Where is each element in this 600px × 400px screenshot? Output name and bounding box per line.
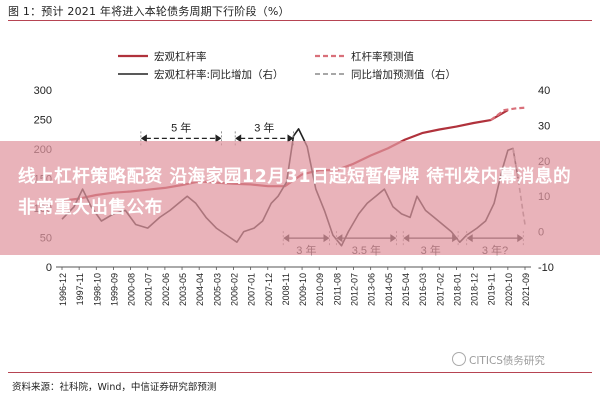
banner-text: 线上杠杆策略配资 沿海家园12月31日起短暂停牌 待刊发内幕消息的非常重大出售公… bbox=[18, 167, 572, 218]
annotation-arrow-head-left bbox=[140, 134, 147, 143]
x-tick-label: 2013-06 bbox=[367, 273, 377, 306]
source-note: 资料来源：社科院，Wind，中信证券研究部预测 bbox=[12, 382, 217, 393]
x-tick-label: 2011-08 bbox=[332, 273, 342, 305]
legend-label: 宏观杠杆率:同比增加（右） bbox=[154, 68, 284, 81]
watermark-logo-icon bbox=[452, 352, 466, 366]
x-tick-label: 2017-02 bbox=[435, 273, 445, 306]
right-tick-label: -10 bbox=[538, 262, 554, 274]
annotation-label: 5 年 bbox=[171, 120, 191, 134]
x-tick-label: 2007-01 bbox=[247, 273, 257, 306]
right-tick-label: 40 bbox=[538, 85, 550, 97]
x-tick-label: 2016-03 bbox=[418, 273, 428, 306]
header-rule bbox=[8, 20, 592, 21]
footer-rule bbox=[8, 372, 592, 373]
overlay-banner bbox=[0, 141, 600, 255]
x-tick-label: 1999-09 bbox=[109, 273, 119, 306]
watermark-text: CITICS债务研究 bbox=[469, 355, 545, 367]
x-tick-label: 2003-05 bbox=[178, 273, 188, 306]
x-tick-label: 2018-01 bbox=[452, 273, 462, 306]
x-tick-label: 2008-11 bbox=[281, 273, 291, 305]
annotation-arrow-head-left bbox=[235, 134, 242, 143]
x-tick-label: 2014-05 bbox=[384, 273, 394, 306]
annotation-arrow-head-right bbox=[215, 134, 222, 143]
right-tick-label: 30 bbox=[538, 120, 550, 132]
x-tick-label: 1998-10 bbox=[92, 273, 102, 306]
x-tick-label: 2019-11 bbox=[487, 273, 497, 305]
legend-label: 杠杆率预测值 bbox=[351, 50, 414, 63]
x-tick-label: 2000-08 bbox=[127, 273, 137, 306]
annotation-label: 3 年 bbox=[254, 120, 274, 134]
x-tick-label: 2015-04 bbox=[401, 273, 411, 306]
x-tick-label: 1996-12 bbox=[58, 273, 68, 306]
x-tick-label: 2001-07 bbox=[144, 273, 154, 306]
x-tick-label: 2002-06 bbox=[161, 273, 171, 306]
left-tick-label: 0 bbox=[46, 262, 52, 274]
left-tick-label: 300 bbox=[34, 85, 52, 97]
x-tick-label: 2021-09 bbox=[521, 273, 531, 306]
x-tick-label: 2005-03 bbox=[212, 273, 222, 306]
x-tick-label: 2018-12 bbox=[470, 273, 480, 306]
annotation-arrow-head-right bbox=[287, 134, 294, 143]
watermark: CITICS债务研究 bbox=[452, 352, 545, 368]
x-tick-label: 2012-07 bbox=[350, 273, 360, 306]
left-tick-label: 250 bbox=[34, 115, 52, 127]
x-tick-label: 1997-11 bbox=[75, 273, 85, 305]
series-line-1 bbox=[490, 106, 526, 121]
legend-label: 宏观杠杆率 bbox=[154, 50, 207, 63]
x-tick-label: 2009-10 bbox=[298, 273, 308, 306]
x-tick-label: 2020-10 bbox=[504, 273, 514, 306]
x-tick-label: 2004-04 bbox=[195, 273, 205, 306]
x-tick-label: 2006-02 bbox=[229, 273, 239, 306]
legend-label: 同比增加预测值（右） bbox=[351, 68, 456, 81]
x-tick-label: 2007-12 bbox=[264, 273, 274, 306]
x-tick-label: 2010-09 bbox=[315, 273, 325, 306]
chart-title: 图 1：预计 2021 年将进入本轮债务周期下行阶段（%） bbox=[8, 5, 290, 18]
